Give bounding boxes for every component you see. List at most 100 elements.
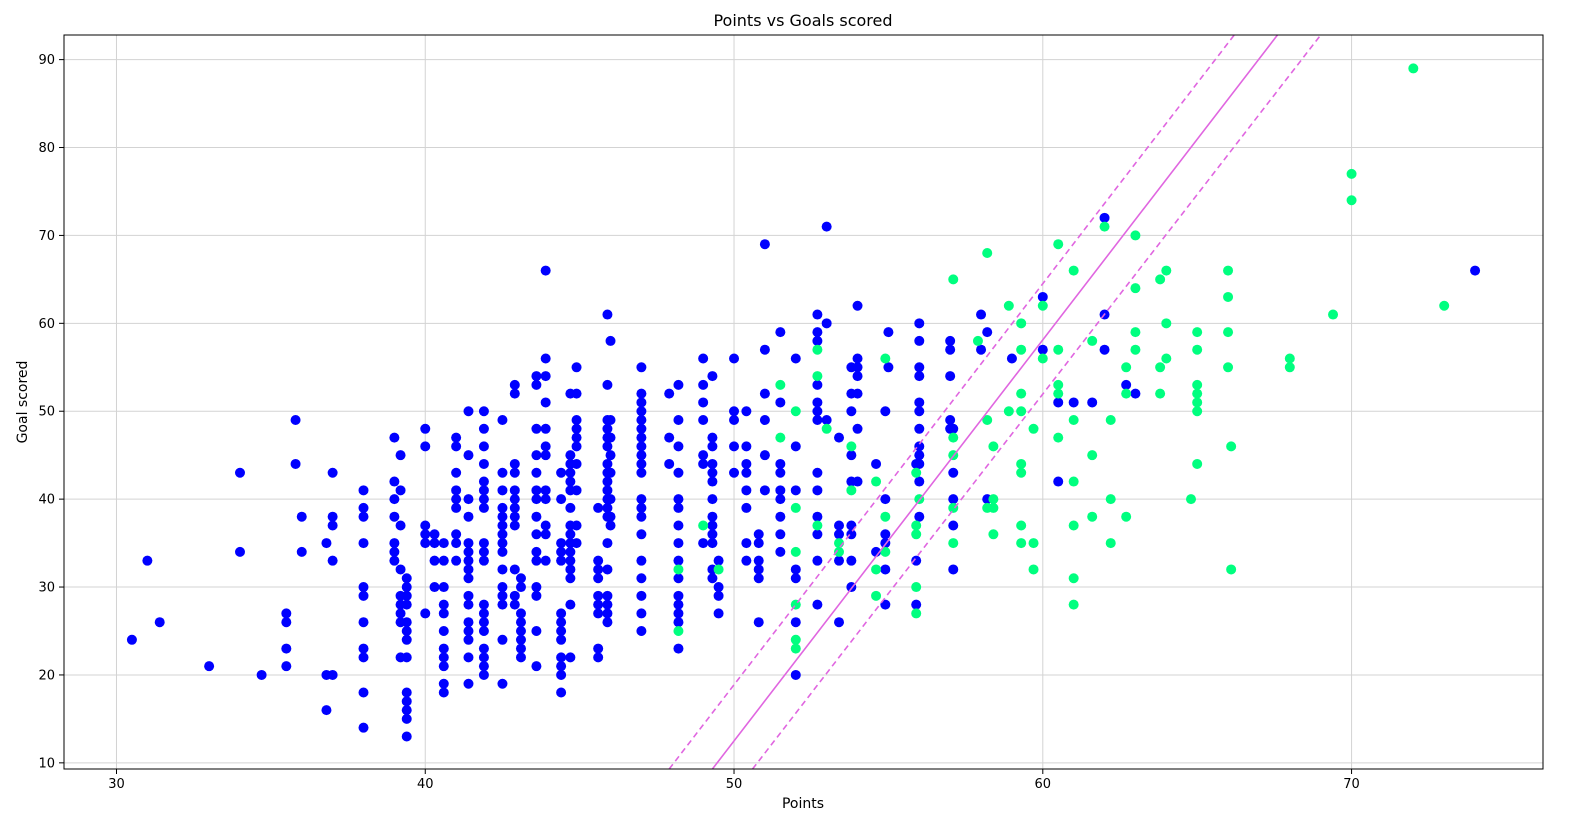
blue-data-point [463,511,474,522]
blue-data-point [478,423,489,434]
blue-data-point [673,555,684,566]
green-data-point [1130,344,1141,355]
blue-data-point [358,502,369,513]
blue-data-point [571,362,582,373]
blue-data-point [871,458,882,469]
blue-data-point [852,371,863,382]
blue-data-point [834,529,845,540]
blue-data-point [812,599,823,610]
blue-data-point [556,687,567,698]
blue-data-point [531,371,542,382]
blue-data-point [834,617,845,628]
blue-data-point [438,687,449,698]
blue-data-point [389,555,400,566]
green-data-point [988,529,999,540]
blue-data-point [812,467,823,478]
blue-data-point [497,590,508,601]
blue-data-point [707,432,718,443]
blue-data-point [358,538,369,549]
blue-data-point [883,327,894,338]
blue-data-point [775,511,786,522]
blue-data-point [775,467,786,478]
green-data-point [1037,353,1048,364]
y-axis-ticks: 10 20 30 40 50 60 70 80 90 [38,53,64,771]
green-data-point [1053,239,1064,250]
blue-data-point [812,511,823,522]
blue-data-point [540,450,551,461]
blue-data-point [429,582,440,593]
blue-data-point [729,415,740,426]
blue-data-point [571,415,582,426]
green-data-point [812,344,823,355]
blue-data-point [914,458,925,469]
blue-data-point [1099,344,1110,355]
blue-data-point [636,458,647,469]
blue-data-point [914,406,925,417]
green-data-point [1068,520,1079,531]
blue-data-point [429,529,440,540]
blue-data-point [698,379,709,390]
green-data-point [1408,63,1419,74]
green-data-point [790,406,801,417]
blue-data-point [741,441,752,452]
green-data-point [948,538,959,549]
green-data-point [871,476,882,487]
blue-data-point [846,450,857,461]
blue-data-point [834,555,845,566]
green-data-point [911,467,922,478]
blue-data-point [463,634,474,645]
blue-data-point [497,415,508,426]
green-data-point [1223,362,1234,373]
blue-data-point [571,520,582,531]
blue-data-point [429,555,440,566]
green-data-point [911,608,922,619]
blue-data-point [389,476,400,487]
blue-data-point [698,450,709,461]
blue-data-point [478,406,489,417]
blue-data-point [852,423,863,434]
blue-data-point [234,546,245,557]
blue-data-point [451,555,462,566]
blue-data-point [497,546,508,557]
blue-data-point [673,415,684,426]
blue-data-point [698,458,709,469]
blue-data-point [515,652,526,663]
green-data-point [1105,415,1116,426]
blue-data-point [636,502,647,513]
blue-data-point [358,687,369,698]
blue-data-point [515,608,526,619]
blue-data-point [775,485,786,496]
green-data-point [1439,300,1450,311]
blue-data-point [478,643,489,654]
blue-data-point [463,590,474,601]
green-data-point [1223,327,1234,338]
blue-data-point [753,564,764,575]
blue-data-point [914,476,925,487]
blue-data-point [713,555,724,566]
blue-data-point [327,669,338,680]
blue-data-point [478,476,489,487]
blue-data-point [775,397,786,408]
blue-data-point [948,564,959,575]
blue-data-point [515,634,526,645]
green-data-point [1346,168,1357,179]
blue-data-point [914,511,925,522]
blue-data-point [976,309,987,320]
blue-data-point [531,590,542,601]
blue-data-point [497,538,508,549]
green-data-point [1016,388,1027,399]
blue-data-point [296,546,307,557]
blue-data-point [790,485,801,496]
blue-data-point [420,538,431,549]
blue-data-point [1053,397,1064,408]
blue-data-point [327,555,338,566]
blue-data-point [602,538,613,549]
blue-data-point [852,388,863,399]
blue-data-point [741,555,752,566]
blue-data-point [976,344,987,355]
green-data-point [1016,458,1027,469]
blue-data-point [451,467,462,478]
green-data-point [871,590,882,601]
blue-data-point [602,476,613,487]
blue-data-point [401,590,412,601]
